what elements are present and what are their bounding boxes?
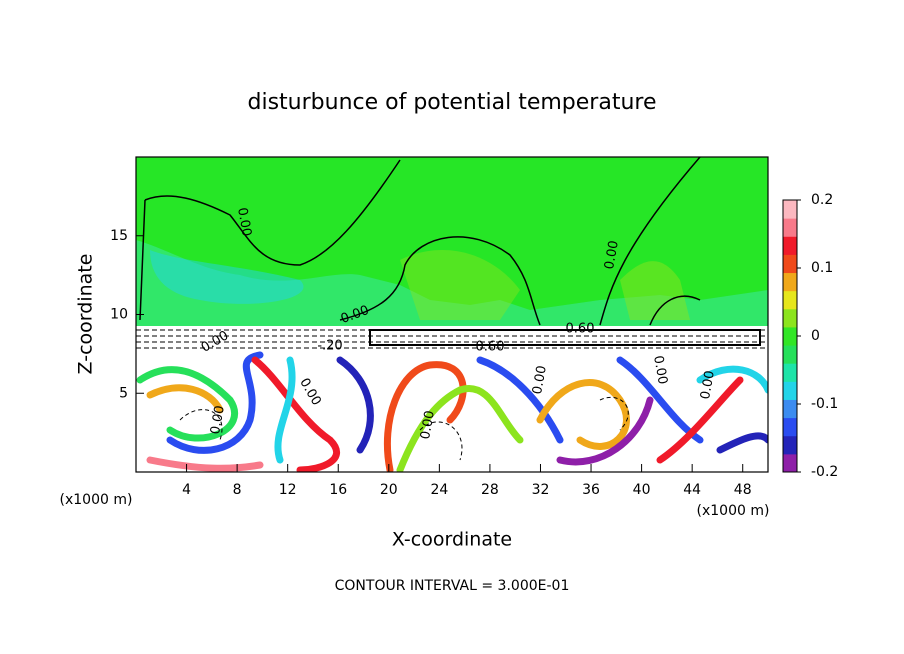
contour-label: 0.00 — [602, 239, 622, 270]
colorbar-swatch — [783, 399, 797, 419]
x-tick-label: 12 — [279, 482, 297, 498]
x-tick-label: 36 — [582, 482, 600, 498]
x-tick-label: 4 — [182, 482, 191, 498]
colorbar-swatch — [783, 435, 797, 455]
x-axis-label: X-coordinate — [392, 529, 512, 551]
x-tick-label: 32 — [532, 482, 550, 498]
colorbar-swatch — [783, 417, 797, 437]
colorbar-swatch — [783, 308, 797, 328]
y-tick-label: 5 — [119, 385, 128, 401]
x-unit-label: (x1000 m) — [697, 503, 770, 519]
x-tick-label: 16 — [329, 482, 347, 498]
colorbar-tick-label: 0.2 — [811, 192, 833, 208]
contour-label: 0.00 — [208, 404, 228, 435]
field — [136, 157, 768, 472]
y-unit-label: (x1000 m) — [60, 492, 133, 508]
colorbar-swatch — [783, 200, 797, 219]
colorbar-tick-label: -0.1 — [811, 396, 838, 412]
y-tick-label: 15 — [110, 228, 128, 244]
colorbar-tick-label: 0.1 — [811, 260, 833, 276]
x-tick-label: 20 — [380, 482, 398, 498]
x-tick-label: 48 — [734, 482, 752, 498]
footer: CONTOUR INTERVAL = 3.000E-01 — [335, 578, 570, 594]
contour-label: 0.00 — [530, 364, 550, 395]
colorbar-swatch — [783, 236, 797, 255]
colorbar-swatch — [783, 453, 797, 473]
contour-label: 0.00 — [650, 354, 670, 385]
colorbar-swatch — [783, 345, 797, 364]
x-tick-label: 40 — [633, 482, 651, 498]
x-tick-label: 8 — [233, 482, 242, 498]
colorbar-swatch — [783, 290, 797, 310]
contour-label: 0.60 — [476, 340, 505, 355]
contour-label: 0.00 — [418, 409, 438, 440]
y-axis-label: Z-coordinate — [75, 254, 97, 375]
colorbar-swatch — [783, 218, 797, 237]
colorbar-swatch — [783, 272, 797, 292]
colorbar-tick-label: 0 — [811, 328, 820, 344]
contour-label: 0.00 — [698, 369, 718, 400]
contour-label: 0.60 — [566, 322, 595, 337]
x-tick-label: 44 — [683, 482, 701, 498]
y-tick-label: 10 — [110, 307, 128, 323]
contour-label: 0.00 — [234, 206, 254, 237]
colorbar-swatch — [783, 363, 797, 382]
colorbar-swatch — [783, 381, 797, 400]
colorbar-swatch — [783, 326, 797, 346]
x-tick-label: 28 — [481, 482, 499, 498]
colorbar-swatch — [783, 254, 797, 274]
x-tick-label: 24 — [430, 482, 448, 498]
colorbar-tick-label: -0.2 — [811, 464, 838, 480]
contour-label: -.20 — [317, 339, 342, 354]
chart-title: disturbunce of potential temperature — [248, 90, 657, 115]
